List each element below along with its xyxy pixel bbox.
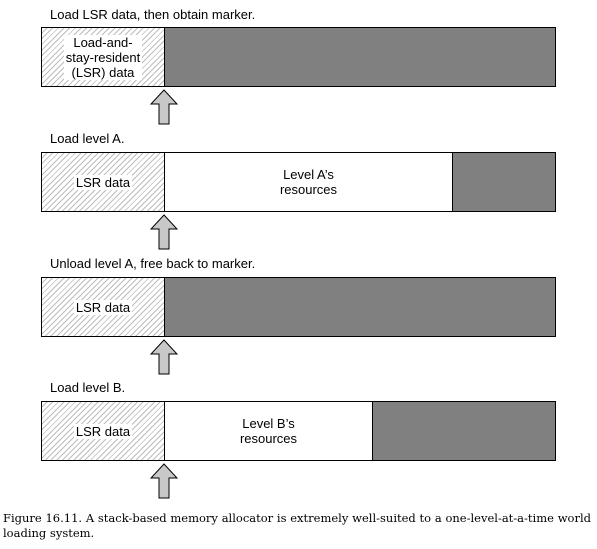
level-a-block: Level A’s resources <box>165 153 453 211</box>
level-a-label: Level A’s resources <box>279 167 338 197</box>
level-b-label: Level B’s resources <box>239 416 298 446</box>
marker-arrow-icon <box>150 89 178 125</box>
memory-bar: LSR data Level B’s resources <box>41 401 556 461</box>
lsr-block: LSR data <box>42 402 165 460</box>
lsr-label: LSR data <box>73 299 133 315</box>
memory-bar: LSR data <box>41 277 556 337</box>
step-label: Load level B. <box>50 380 126 395</box>
lsr-block: Load-and- stay-resident (LSR) data <box>42 28 165 86</box>
lsr-block: LSR data <box>42 278 165 336</box>
step-label: Unload level A, free back to marker. <box>50 256 256 271</box>
figure-caption: Figure 16.11. A stack-based memory alloc… <box>3 511 591 540</box>
lsr-label: LSR data <box>73 423 133 439</box>
step-label: Load LSR data, then obtain marker. <box>50 7 256 22</box>
level-b-block: Level B’s resources <box>165 402 373 460</box>
marker-arrow-icon <box>150 214 178 250</box>
lsr-block: LSR data <box>42 153 165 211</box>
lsr-label: Load-and- stay-resident (LSR) data <box>63 34 143 80</box>
memory-bar: LSR data Level A’s resources <box>41 152 556 212</box>
lsr-label: LSR data <box>73 174 133 190</box>
memory-bar: Load-and- stay-resident (LSR) data <box>41 27 556 87</box>
step-label: Load level A. <box>50 131 125 146</box>
marker-arrow-icon <box>150 463 178 499</box>
marker-arrow-icon <box>150 339 178 375</box>
